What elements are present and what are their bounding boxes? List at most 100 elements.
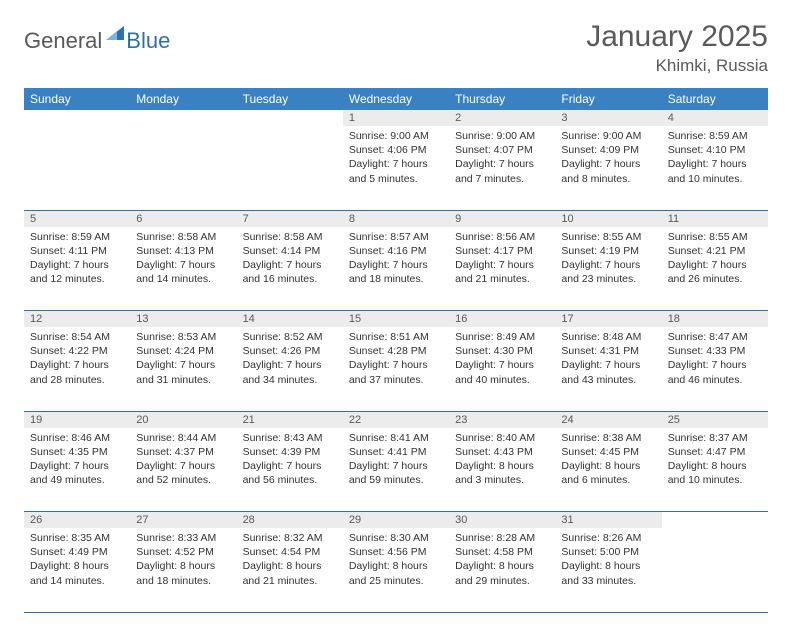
sunset-text: Sunset: 4:09 PM bbox=[561, 143, 655, 157]
day-cell: Sunrise: 8:58 AMSunset: 4:14 PMDaylight:… bbox=[237, 227, 343, 311]
sunrise-text: Sunrise: 8:37 AM bbox=[668, 431, 762, 445]
daylight-text: Daylight: 7 hours and 56 minutes. bbox=[243, 459, 337, 487]
day-cell-content: Sunrise: 8:38 AMSunset: 4:45 PMDaylight:… bbox=[555, 428, 661, 494]
day-number-cell: 30 bbox=[449, 512, 555, 529]
day-number-cell bbox=[24, 110, 130, 126]
day-cell-content: Sunrise: 8:43 AMSunset: 4:39 PMDaylight:… bbox=[237, 428, 343, 494]
day-cell-content: Sunrise: 8:37 AMSunset: 4:47 PMDaylight:… bbox=[662, 428, 768, 494]
daylight-text: Daylight: 7 hours and 14 minutes. bbox=[136, 258, 230, 286]
daylight-text: Daylight: 7 hours and 49 minutes. bbox=[30, 459, 124, 487]
weekday-header: Wednesday bbox=[343, 88, 449, 110]
day-number-cell: 8 bbox=[343, 210, 449, 227]
day-cell: Sunrise: 8:32 AMSunset: 4:54 PMDaylight:… bbox=[237, 528, 343, 612]
page-header: General Blue January 2025 Khimki, Russia bbox=[24, 20, 768, 76]
day-number: 14 bbox=[237, 311, 343, 327]
day-number-cell bbox=[662, 512, 768, 529]
day-cell-content bbox=[130, 126, 236, 135]
day-cell: Sunrise: 8:41 AMSunset: 4:41 PMDaylight:… bbox=[343, 428, 449, 512]
day-number: 16 bbox=[449, 311, 555, 327]
day-number-cell: 10 bbox=[555, 210, 661, 227]
day-number-row: 1234 bbox=[24, 110, 768, 126]
sunset-text: Sunset: 4:10 PM bbox=[668, 143, 762, 157]
day-cell: Sunrise: 8:49 AMSunset: 4:30 PMDaylight:… bbox=[449, 327, 555, 411]
day-cell: Sunrise: 8:53 AMSunset: 4:24 PMDaylight:… bbox=[130, 327, 236, 411]
day-cell: Sunrise: 8:51 AMSunset: 4:28 PMDaylight:… bbox=[343, 327, 449, 411]
daylight-text: Daylight: 7 hours and 52 minutes. bbox=[136, 459, 230, 487]
weekday-header: Tuesday bbox=[237, 88, 343, 110]
weekday-header-row: Sunday Monday Tuesday Wednesday Thursday… bbox=[24, 88, 768, 110]
day-number-cell: 18 bbox=[662, 311, 768, 328]
sunrise-text: Sunrise: 8:54 AM bbox=[30, 330, 124, 344]
daylight-text: Daylight: 8 hours and 10 minutes. bbox=[668, 459, 762, 487]
day-number: 8 bbox=[343, 211, 449, 227]
sunrise-text: Sunrise: 8:52 AM bbox=[243, 330, 337, 344]
day-cell-content: Sunrise: 8:30 AMSunset: 4:56 PMDaylight:… bbox=[343, 528, 449, 594]
day-content-row: Sunrise: 8:54 AMSunset: 4:22 PMDaylight:… bbox=[24, 327, 768, 411]
weekday-header: Friday bbox=[555, 88, 661, 110]
day-content-row: Sunrise: 9:00 AM Sunset: 4:06 PM Daylight:… bbox=[24, 126, 768, 210]
day-cell: Sunrise: 8:38 AMSunset: 4:45 PMDaylight:… bbox=[555, 428, 661, 512]
day-cell-content: Sunrise: 8:57 AMSunset: 4:16 PMDaylight:… bbox=[343, 227, 449, 293]
day-number: 25 bbox=[662, 412, 768, 428]
day-number-cell: 3 bbox=[555, 110, 661, 126]
sunset-text: Sunset: 4:06 PM bbox=[349, 143, 443, 157]
sunrise-text: Sunrise: 8:51 AM bbox=[349, 330, 443, 344]
day-number: 2 bbox=[449, 110, 555, 126]
day-number-cell: 6 bbox=[130, 210, 236, 227]
daylight-text: Daylight: 7 hours and 40 minutes. bbox=[455, 358, 549, 386]
day-cell-content: Sunrise: 8:58 AMSunset: 4:13 PMDaylight:… bbox=[130, 227, 236, 293]
day-cell: Sunrise: 8:57 AMSunset: 4:16 PMDaylight:… bbox=[343, 227, 449, 311]
daylight-text: Daylight: 7 hours and 31 minutes. bbox=[136, 358, 230, 386]
weekday-header: Thursday bbox=[449, 88, 555, 110]
day-number: 27 bbox=[130, 512, 236, 528]
day-cell-content: Sunrise: 8:49 AMSunset: 4:30 PMDaylight:… bbox=[449, 327, 555, 393]
daylight-text: Daylight: 7 hours and 37 minutes. bbox=[349, 358, 443, 386]
sunset-text: Sunset: 5:00 PM bbox=[561, 545, 655, 559]
weekday-header: Saturday bbox=[662, 88, 768, 110]
daylight-text: Daylight: 7 hours and 21 minutes. bbox=[455, 258, 549, 286]
sunrise-text: Sunrise: 8:41 AM bbox=[349, 431, 443, 445]
sunset-text: Sunset: 4:16 PM bbox=[349, 244, 443, 258]
daylight-text: Daylight: 7 hours and 12 minutes. bbox=[30, 258, 124, 286]
day-number-row: 567891011 bbox=[24, 210, 768, 227]
day-number: 6 bbox=[130, 211, 236, 227]
day-cell: Sunrise: 9:00 AMSunset: 4:06 PMDaylight:… bbox=[343, 126, 449, 210]
sunrise-text: Sunrise: 9:00 AM bbox=[455, 129, 549, 143]
sunset-text: Sunset: 4:47 PM bbox=[668, 445, 762, 459]
daylight-text: Daylight: 7 hours and 34 minutes. bbox=[243, 358, 337, 386]
day-cell-content: Sunrise: 8:55 AMSunset: 4:21 PMDaylight:… bbox=[662, 227, 768, 293]
day-number-cell: 25 bbox=[662, 411, 768, 428]
logo: General Blue bbox=[24, 26, 170, 55]
sunrise-text: Sunrise: 8:55 AM bbox=[668, 230, 762, 244]
daylight-text: Daylight: 7 hours and 8 minutes. bbox=[561, 157, 655, 185]
day-number: 5 bbox=[24, 211, 130, 227]
day-cell: Sunrise: 8:55 AMSunset: 4:19 PMDaylight:… bbox=[555, 227, 661, 311]
sunrise-text: Sunrise: 9:00 AM bbox=[561, 129, 655, 143]
sunset-text: Sunset: 4:28 PM bbox=[349, 344, 443, 358]
day-number: 9 bbox=[449, 211, 555, 227]
day-cell-content: Sunrise: 9:00 AMSunset: 4:07 PMDaylight:… bbox=[449, 126, 555, 192]
day-number-row: 12131415161718 bbox=[24, 311, 768, 328]
sunrise-text: Sunrise: 8:59 AM bbox=[668, 129, 762, 143]
daylight-text: Daylight: 8 hours and 21 minutes. bbox=[243, 559, 337, 587]
day-number: 10 bbox=[555, 211, 661, 227]
day-number-cell: 21 bbox=[237, 411, 343, 428]
daylight-text: Daylight: 7 hours and 26 minutes. bbox=[668, 258, 762, 286]
day-number-cell: 27 bbox=[130, 512, 236, 529]
day-number: 22 bbox=[343, 412, 449, 428]
day-number: 29 bbox=[343, 512, 449, 528]
sunrise-text: Sunrise: 8:26 AM bbox=[561, 531, 655, 545]
day-content-row: Sunrise: 8:59 AMSunset: 4:11 PMDaylight:… bbox=[24, 227, 768, 311]
day-cell: Sunrise: 8:54 AMSunset: 4:22 PMDaylight:… bbox=[24, 327, 130, 411]
sunrise-text: Sunrise: 8:55 AM bbox=[561, 230, 655, 244]
sunset-text: Sunset: 4:37 PM bbox=[136, 445, 230, 459]
day-cell-content: Sunrise: 8:28 AMSunset: 4:58 PMDaylight:… bbox=[449, 528, 555, 594]
day-cell-content: Sunrise: 8:48 AMSunset: 4:31 PMDaylight:… bbox=[555, 327, 661, 393]
day-number-cell: 28 bbox=[237, 512, 343, 529]
day-cell-content: Sunrise: 8:32 AMSunset: 4:54 PMDaylight:… bbox=[237, 528, 343, 594]
daylight-text: Daylight: 7 hours and 10 minutes. bbox=[668, 157, 762, 185]
sunset-text: Sunset: 4:58 PM bbox=[455, 545, 549, 559]
sunset-text: Sunset: 4:14 PM bbox=[243, 244, 337, 258]
day-cell-content: Sunrise: 8:55 AMSunset: 4:19 PMDaylight:… bbox=[555, 227, 661, 293]
day-number-cell: 12 bbox=[24, 311, 130, 328]
